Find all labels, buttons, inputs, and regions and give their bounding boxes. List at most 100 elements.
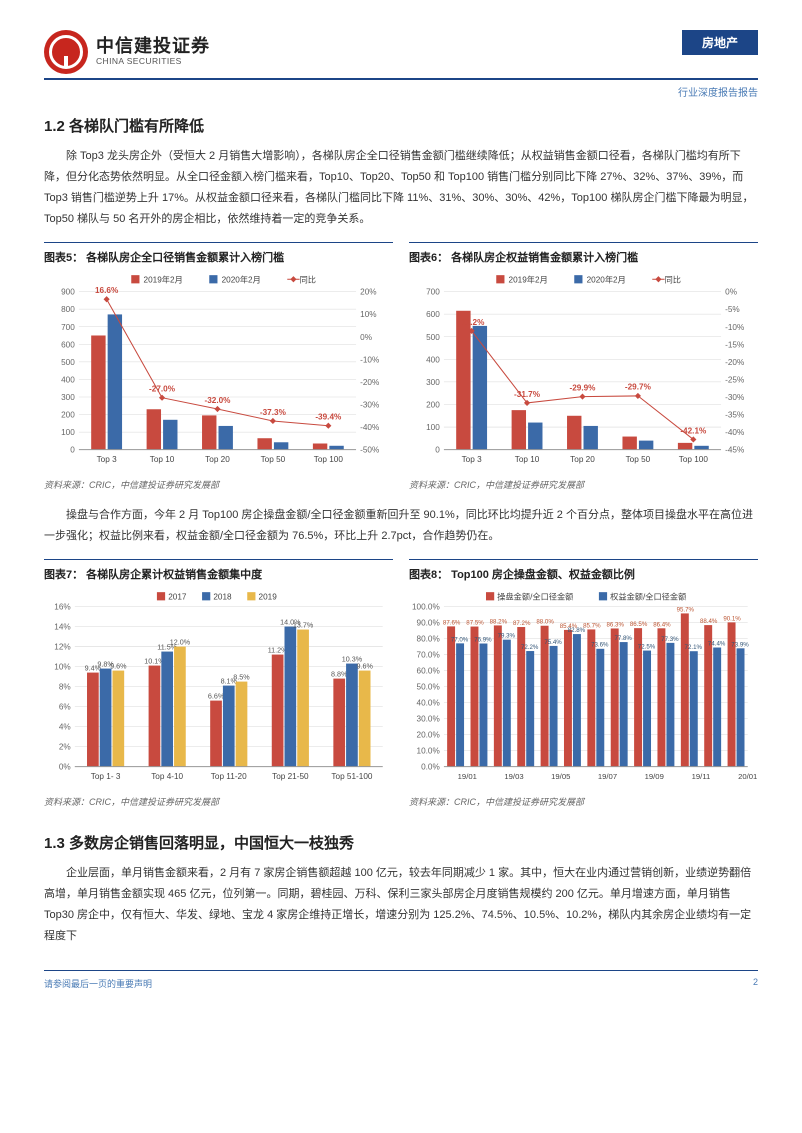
- svg-text:86.3%: 86.3%: [607, 621, 625, 628]
- chart-5-svg: 0100200300400500600700800900-50%-40%-30%…: [44, 269, 393, 474]
- svg-text:-11.2%: -11.2%: [459, 317, 485, 326]
- chart-8-container: 图表8： Top100 房企操盘金额、权益金额比例 0.0%10.0%20.0%…: [409, 559, 758, 818]
- svg-text:Top 100: Top 100: [679, 455, 709, 464]
- svg-text:-35%: -35%: [725, 410, 744, 419]
- svg-text:Top 20: Top 20: [570, 455, 595, 464]
- svg-text:Top 3: Top 3: [462, 455, 483, 464]
- svg-text:2019: 2019: [259, 592, 278, 601]
- page-header: 中信建投证券 CHINA SECURITIES 房地产: [44, 30, 758, 80]
- svg-text:Top 4-10: Top 4-10: [151, 772, 183, 781]
- svg-text:88.4%: 88.4%: [700, 618, 718, 625]
- svg-text:2019年2月: 2019年2月: [509, 274, 548, 284]
- svg-text:73.9%: 73.9%: [731, 641, 749, 648]
- svg-text:0%: 0%: [59, 762, 71, 771]
- svg-text:Top 51-100: Top 51-100: [331, 772, 372, 781]
- svg-text:900: 900: [61, 287, 75, 296]
- svg-text:10.0%: 10.0%: [417, 746, 440, 755]
- svg-text:-25%: -25%: [725, 375, 744, 384]
- svg-text:800: 800: [61, 305, 75, 314]
- report-type: 行业深度报告报告: [44, 84, 758, 99]
- chart-6-source: 资料来源：CRIC，中信建投证券研究发展部: [409, 474, 758, 501]
- svg-text:50.0%: 50.0%: [417, 682, 440, 691]
- svg-text:4%: 4%: [59, 722, 71, 731]
- svg-text:6%: 6%: [59, 702, 71, 711]
- svg-text:73.6%: 73.6%: [591, 641, 609, 648]
- svg-text:75.4%: 75.4%: [544, 638, 562, 645]
- page-footer: 请参阅最后一页的重要声明 2: [44, 970, 758, 990]
- svg-text:0: 0: [70, 445, 75, 454]
- svg-text:Top 11-20: Top 11-20: [211, 772, 247, 781]
- svg-text:-30%: -30%: [725, 393, 744, 402]
- svg-text:70.0%: 70.0%: [417, 650, 440, 659]
- svg-text:88.2%: 88.2%: [490, 618, 508, 625]
- svg-text:-20%: -20%: [725, 357, 744, 366]
- svg-text:20%: 20%: [360, 287, 376, 296]
- svg-text:20.0%: 20.0%: [417, 730, 440, 739]
- svg-text:-31.7%: -31.7%: [514, 389, 541, 398]
- svg-text:9.6%: 9.6%: [356, 662, 373, 670]
- svg-text:0%: 0%: [725, 287, 737, 296]
- svg-text:100: 100: [426, 423, 440, 432]
- svg-text:88.0%: 88.0%: [536, 618, 554, 625]
- svg-text:95.7%: 95.7%: [677, 606, 695, 613]
- svg-text:-10%: -10%: [725, 322, 744, 331]
- svg-text:12%: 12%: [54, 642, 70, 651]
- svg-text:12.0%: 12.0%: [170, 638, 191, 646]
- category-badge: 房地产: [682, 30, 758, 55]
- svg-text:2020年2月: 2020年2月: [587, 274, 626, 284]
- section-1-3-title: 1.3 多数房企销售回落明显，中国恒大一枝独秀: [44, 832, 758, 853]
- chart-7-svg: 0%2%4%6%8%10%12%14%16%2017201820199.4%9.…: [44, 586, 393, 791]
- chart-8-svg: 0.0%10.0%20.0%30.0%40.0%50.0%60.0%70.0%8…: [409, 586, 758, 791]
- svg-text:200: 200: [61, 410, 75, 419]
- svg-text:0%: 0%: [360, 332, 372, 341]
- chart-6-title: 图表6： 各梯队房企权益销售金额累计入榜门槛: [409, 243, 758, 269]
- svg-text:13.7%: 13.7%: [293, 621, 314, 629]
- svg-text:74.4%: 74.4%: [708, 640, 726, 647]
- svg-text:-50%: -50%: [360, 445, 379, 454]
- svg-text:400: 400: [61, 375, 75, 384]
- svg-text:85.7%: 85.7%: [583, 622, 601, 629]
- svg-text:Top 21-50: Top 21-50: [272, 772, 309, 781]
- svg-text:-39.4%: -39.4%: [315, 412, 342, 421]
- svg-text:6.6%: 6.6%: [208, 692, 225, 700]
- svg-text:Top 10: Top 10: [515, 455, 540, 464]
- svg-text:100: 100: [61, 428, 75, 437]
- svg-text:-40%: -40%: [360, 423, 379, 432]
- section-1-3-body: 企业层面，单月销售金额来看，2 月有 7 家房企销售额超越 100 亿元，较去年…: [44, 863, 758, 947]
- svg-text:600: 600: [61, 340, 75, 349]
- svg-text:-37.3%: -37.3%: [260, 407, 287, 416]
- svg-text:60.0%: 60.0%: [417, 666, 440, 675]
- svg-text:72.1%: 72.1%: [685, 644, 703, 651]
- svg-text:2020年2月: 2020年2月: [222, 274, 261, 284]
- svg-text:77.0%: 77.0%: [451, 636, 469, 643]
- svg-text:Top 100: Top 100: [314, 455, 344, 464]
- svg-text:77.3%: 77.3%: [661, 635, 679, 642]
- svg-text:30.0%: 30.0%: [417, 714, 440, 723]
- chart-8-title: 图表8： Top100 房企操盘金额、权益金额比例: [409, 560, 758, 586]
- chart-5-source: 资料来源：CRIC，中信建投证券研究发展部: [44, 474, 393, 501]
- svg-text:300: 300: [426, 378, 440, 387]
- svg-text:19/01: 19/01: [458, 772, 477, 781]
- svg-text:Top 20: Top 20: [205, 455, 230, 464]
- section-1-2-body: 除 Top3 龙头房企外（受恒大 2 月销售大增影响），各梯队房企全口径销售金额…: [44, 146, 758, 230]
- svg-text:86.4%: 86.4%: [653, 621, 671, 628]
- svg-text:72.2%: 72.2%: [521, 644, 539, 651]
- svg-text:16%: 16%: [54, 602, 70, 611]
- svg-text:2017: 2017: [168, 592, 187, 601]
- chart-7-title: 图表7： 各梯队房企累计权益销售金额集中度: [44, 560, 393, 586]
- svg-text:19/05: 19/05: [551, 772, 570, 781]
- logo-icon: [44, 30, 88, 74]
- svg-text:-32.0%: -32.0%: [204, 395, 231, 404]
- svg-text:-10%: -10%: [360, 355, 379, 364]
- svg-text:90.1%: 90.1%: [723, 615, 741, 622]
- svg-text:77.8%: 77.8%: [614, 635, 632, 642]
- svg-text:-5%: -5%: [725, 305, 740, 314]
- svg-text:-20%: -20%: [360, 378, 379, 387]
- svg-text:8.8%: 8.8%: [331, 670, 348, 678]
- svg-text:300: 300: [61, 393, 75, 402]
- chart-7-source: 资料来源：CRIC，中信建投证券研究发展部: [44, 791, 393, 818]
- svg-text:权益金额/全口径金额: 权益金额/全口径金额: [610, 591, 686, 601]
- chart-5-container: 图表5： 各梯队房企全口径销售金额累计入榜门槛 0100200300400500…: [44, 242, 393, 501]
- svg-text:19/03: 19/03: [504, 772, 523, 781]
- svg-text:500: 500: [61, 357, 75, 366]
